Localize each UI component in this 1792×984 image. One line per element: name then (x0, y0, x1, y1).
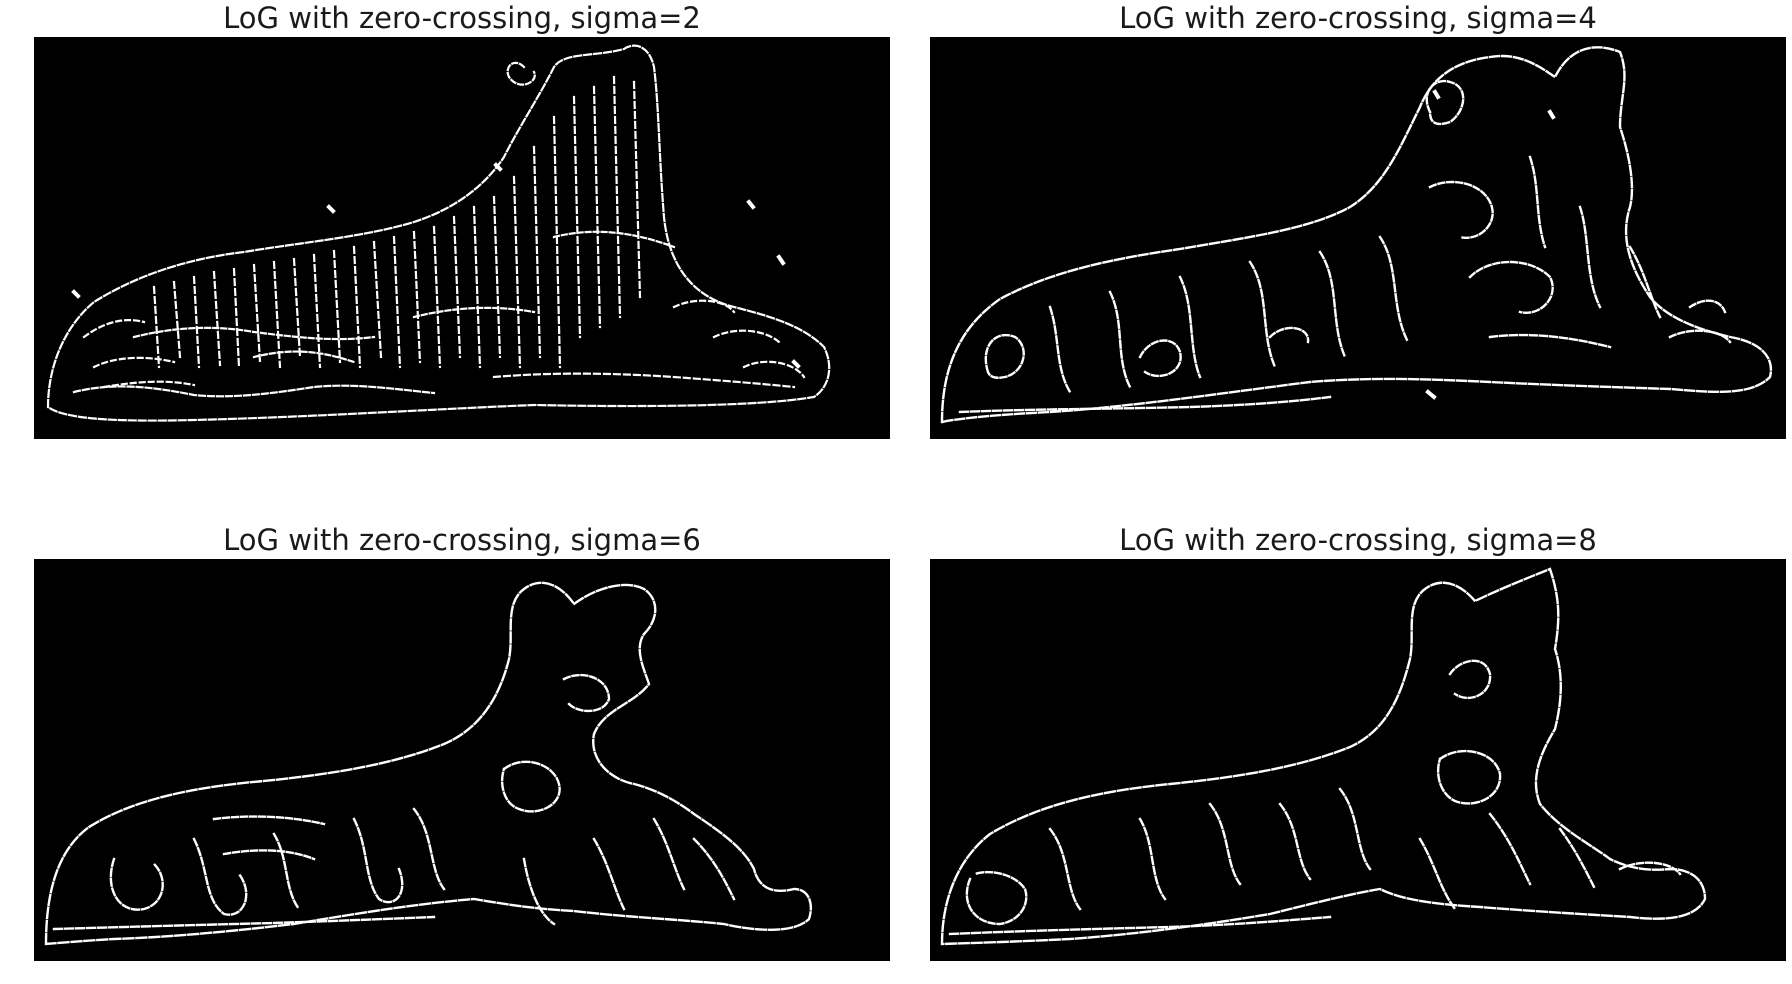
panel-title: LoG with zero-crossing, sigma=6 (34, 523, 890, 557)
panel-title: LoG with zero-crossing, sigma=2 (34, 1, 890, 35)
edge-map-image (930, 37, 1786, 439)
edge-map-image (34, 559, 890, 961)
panel-title: LoG with zero-crossing, sigma=4 (930, 1, 1786, 35)
edge-map-image (930, 559, 1786, 961)
edge-map-image (34, 37, 890, 439)
panel-title: LoG with zero-crossing, sigma=8 (930, 523, 1786, 557)
